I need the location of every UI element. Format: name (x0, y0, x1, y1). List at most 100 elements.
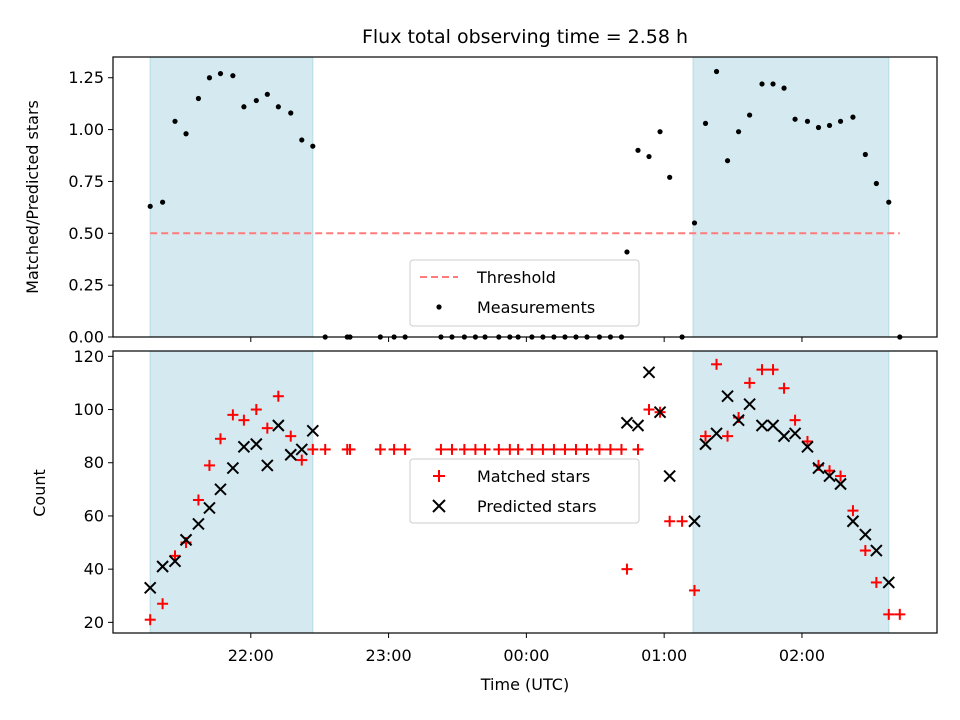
matched-star-point (458, 443, 470, 455)
measurement-point (147, 203, 153, 209)
legend-matched-swatch (433, 470, 445, 482)
predicted-star-point (168, 554, 182, 568)
predicted-star-point (620, 416, 634, 430)
ratio-panel-frame (112, 56, 938, 338)
matched-star-point (883, 608, 895, 620)
predicted-star-point (156, 560, 169, 573)
matched-star-point (744, 377, 756, 389)
matched-star-point (250, 404, 262, 416)
measurement-point (299, 137, 305, 143)
matched-star-point (374, 443, 386, 455)
matched-star-point (835, 470, 847, 482)
matched-star-point (192, 494, 204, 506)
measurement-point (206, 75, 213, 81)
measurement-point (781, 85, 787, 91)
counts-legend: Matched stars Predicted stars (409, 458, 640, 524)
matched-star-point (399, 443, 411, 455)
matched-star-point (469, 443, 481, 455)
measurement-point (646, 153, 652, 160)
measurement-point (873, 180, 879, 187)
predicted-star-point (663, 469, 676, 483)
ratio-legend: Threshold Measurements (409, 259, 640, 327)
measurement-point (230, 73, 236, 79)
predicted-star-point (721, 390, 734, 403)
ratio-y-tick-label: 0.50 (68, 224, 104, 243)
matched-star-point (261, 422, 273, 434)
measurement-point (804, 118, 811, 124)
legend-threshold-label: Threshold (476, 268, 556, 287)
matched-star-point (643, 404, 655, 416)
predicted-star-point (653, 405, 667, 419)
measurement-point (288, 110, 294, 116)
predicted-star-point (306, 424, 320, 438)
measurement-point (624, 249, 630, 255)
measurement-point (160, 199, 166, 205)
legend-measurements-label: Measurements (477, 298, 595, 317)
matched-star-point (227, 409, 239, 421)
matched-star-point (446, 443, 458, 455)
measurement-point (735, 129, 742, 135)
measurement-point (253, 97, 259, 104)
matched-star-point (285, 430, 297, 442)
legend-predicted-swatch (432, 499, 446, 513)
matched-star-point (621, 563, 633, 575)
legend-measurements-swatch (436, 304, 442, 310)
matched-star-point (157, 598, 169, 610)
measurement-point (826, 122, 833, 129)
matched-star-point (593, 443, 605, 455)
legend-matched-label: Matched stars (477, 467, 590, 486)
matched-star-point (700, 430, 712, 442)
matched-star-point (722, 430, 734, 442)
measurement-point (862, 151, 868, 158)
matched-star-point (767, 364, 779, 376)
matched-star-point (344, 443, 356, 455)
counts-legend-box (409, 458, 640, 524)
measurement-point (815, 124, 822, 131)
counts-y-tick-label: 120 (73, 347, 104, 366)
ratio-y-tick-label: 0.75 (68, 172, 104, 191)
ratio-observing-window-0 (149, 56, 314, 338)
matched-star-point (479, 443, 491, 455)
x-tick-label: 22:00 (228, 646, 274, 665)
measurement-point (759, 81, 765, 87)
matched-star-point (319, 443, 331, 455)
predicted-star-point (801, 440, 814, 453)
counts-y-axis-label: Count (30, 469, 49, 517)
matched-star-point (238, 414, 250, 426)
ratio-observing-window-1 (692, 56, 890, 338)
counts-observing-window-1 (692, 350, 890, 634)
matched-star-point (388, 443, 400, 455)
predicted-star-point (710, 427, 723, 440)
x-axis-label: Time (UTC) (480, 675, 569, 694)
predicted-star-point (823, 469, 836, 483)
matched-star-point (537, 443, 549, 455)
measurement-point (850, 114, 856, 120)
measurement-point (172, 118, 178, 124)
predicted-star-point (788, 427, 802, 440)
matched-star-point (203, 459, 215, 471)
matched-star-point (307, 443, 319, 455)
matched-star-point (894, 608, 906, 620)
counts-y-tick-label: 40 (84, 560, 104, 579)
x-tick-label: 02:00 (779, 646, 825, 665)
matched-star-point (847, 505, 859, 517)
matched-star-point (615, 443, 627, 455)
matched-star-point (214, 433, 226, 445)
predicted-star-point (261, 459, 274, 472)
matched-star-point (711, 358, 723, 370)
measurement-point (837, 118, 844, 124)
predicted-star-point (272, 419, 285, 432)
ratio-y-tick-label: 0.00 (68, 328, 104, 347)
predicted-star-point (766, 419, 780, 432)
matched-star-point (570, 443, 582, 455)
matched-star-point (493, 443, 505, 455)
x-tick-label: 01:00 (641, 646, 687, 665)
measurement-point (217, 70, 224, 77)
predicted-star-point (777, 429, 791, 443)
predicted-star-point (743, 398, 756, 411)
measurement-point (183, 131, 189, 137)
matched-star-point (272, 390, 284, 402)
predicted-star-point (203, 501, 216, 515)
matched-star-point (801, 435, 813, 447)
